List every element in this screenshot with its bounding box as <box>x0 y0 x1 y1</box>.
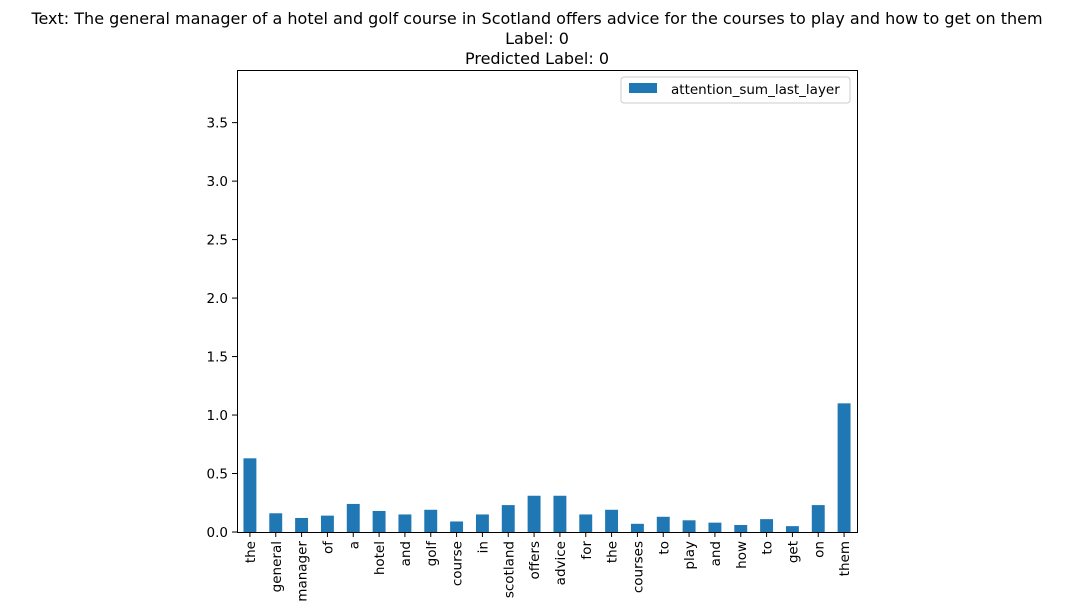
x-tick-label: a <box>346 541 362 549</box>
bar <box>579 514 593 532</box>
bar <box>708 522 722 532</box>
x-tick-label: general <box>269 541 285 592</box>
bar <box>501 505 515 532</box>
y-tick-label: 3.0 <box>207 174 228 190</box>
bar <box>656 516 670 532</box>
x-tick-label: advice <box>553 541 569 585</box>
bar <box>837 403 851 532</box>
x-tick-label: get <box>785 541 801 563</box>
bar <box>785 526 799 532</box>
legend-box <box>620 76 851 104</box>
bar <box>527 495 541 532</box>
y-axis: 0.0 0.5 1.0 1.5 2.0 2.5 3.0 3.5 <box>207 116 237 541</box>
bar <box>243 458 257 532</box>
title-line: Predicted Label: 0 <box>465 49 609 68</box>
bar <box>475 514 489 532</box>
x-tick-label: play <box>682 541 698 570</box>
x-tick-label: hotel <box>372 541 388 575</box>
bar <box>553 495 567 532</box>
x-tick-label: and <box>708 541 724 566</box>
x-tick-label: the <box>243 541 259 563</box>
x-tick-label: them <box>837 541 853 576</box>
y-tick-label: 2.5 <box>207 233 228 249</box>
x-tick-label: of <box>320 540 336 554</box>
bar <box>424 509 438 532</box>
bar-series <box>243 403 851 532</box>
x-tick-label: courses <box>630 541 646 593</box>
bar <box>320 515 334 532</box>
bar <box>450 521 464 532</box>
x-tick-label: the <box>605 541 621 563</box>
bar <box>605 509 619 532</box>
x-tick-label: to <box>760 541 776 555</box>
plot-frame <box>237 70 858 533</box>
bar <box>682 520 696 532</box>
x-axis: the general manager of a hotel and golf course in… <box>243 532 853 602</box>
x-tick-label: golf <box>424 540 440 567</box>
bar <box>372 510 386 532</box>
y-tick-label: 2.0 <box>207 291 228 307</box>
title-line: Label: 0 <box>505 29 569 48</box>
legend: attention_sum_last_layer <box>620 76 851 104</box>
legend-label: attention_sum_last_layer <box>671 82 840 98</box>
x-tick-label: and <box>398 541 414 566</box>
legend-swatch <box>629 83 657 93</box>
bar <box>346 503 360 532</box>
x-tick-label: for <box>579 541 595 560</box>
x-tick-label: on <box>811 541 827 558</box>
bar <box>630 523 644 532</box>
x-tick-label: course <box>450 541 466 586</box>
x-tick-label: how <box>734 541 750 569</box>
bar <box>398 514 412 532</box>
x-tick-label: manager <box>295 541 311 602</box>
bar <box>734 524 748 532</box>
y-tick-label: 3.5 <box>207 116 228 132</box>
bar <box>269 513 283 532</box>
x-tick-label: in <box>475 541 491 553</box>
y-tick-label: 0.5 <box>207 467 228 483</box>
bar <box>760 519 774 532</box>
bar <box>811 505 825 532</box>
x-tick-label: to <box>656 541 672 555</box>
x-tick-label: scotland <box>501 541 517 598</box>
x-tick-label: offers <box>527 541 543 579</box>
title-line: Text: The general manager of a hotel and… <box>30 9 1042 28</box>
y-tick-label: 1.5 <box>207 350 228 366</box>
bar <box>295 517 309 532</box>
chart-title: Text: The general manager of a hotel and… <box>30 9 1042 68</box>
y-tick-label: 0.0 <box>207 525 228 541</box>
y-tick-label: 1.0 <box>207 408 228 424</box>
